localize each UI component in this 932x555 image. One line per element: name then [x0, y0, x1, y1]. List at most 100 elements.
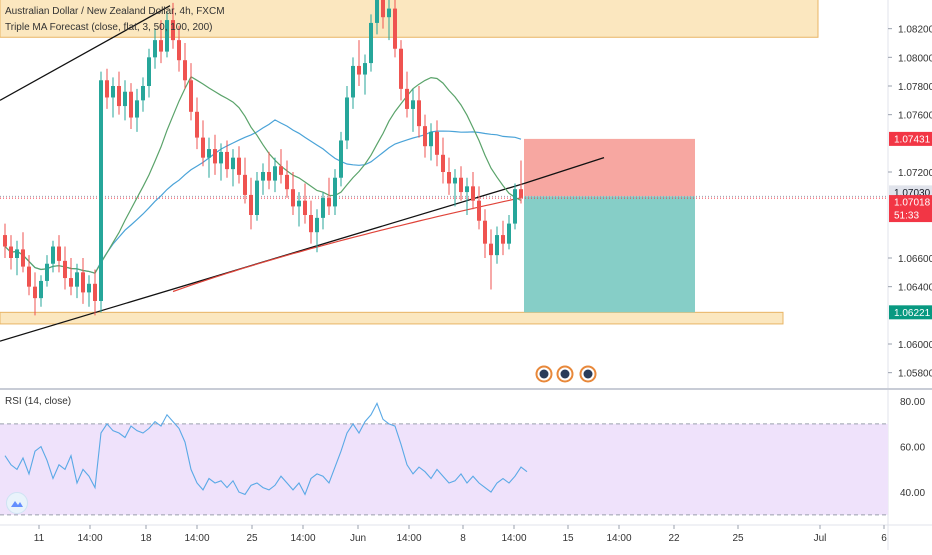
- rsi-axis[interactable]: 80.00 60.00 40.00: [900, 397, 925, 499]
- short-position-stop-box[interactable]: [524, 138, 695, 197]
- candle: [285, 160, 289, 198]
- price-tag-bg: [889, 305, 932, 320]
- resistance-zone[interactable]: [0, 0, 819, 38]
- candle-body: [411, 100, 415, 109]
- candle: [339, 131, 343, 187]
- price-tag-label: 1.07018: [894, 198, 931, 209]
- price-tag-bg: [889, 131, 932, 146]
- candle-body: [75, 272, 79, 287]
- candle: [33, 272, 37, 316]
- event-markers[interactable]: [535, 365, 597, 383]
- event-icon-flag: [539, 369, 549, 379]
- candle-body: [213, 149, 217, 164]
- candle-body: [15, 249, 19, 258]
- candle-body: [405, 88, 409, 109]
- candle-body: [315, 217, 319, 233]
- candle-body: [303, 200, 307, 215]
- candle: [435, 120, 439, 167]
- ma-50-line: [4, 75, 522, 274]
- candle: [507, 215, 511, 250]
- candle: [117, 71, 121, 115]
- candle-body: [309, 215, 313, 233]
- candle-body: [327, 197, 331, 207]
- candle: [459, 166, 463, 201]
- upper-trendline[interactable]: [0, 5, 171, 101]
- candle: [423, 114, 427, 158]
- time-tick-label: 8: [460, 533, 466, 544]
- price-tick-label: 1.08000: [898, 53, 932, 64]
- time-tick-label: 11: [34, 533, 45, 544]
- tradingview-logo-icon[interactable]: [6, 492, 28, 514]
- candle-body: [195, 111, 199, 138]
- candle-body: [501, 235, 505, 244]
- candle: [165, 11, 169, 58]
- candle: [369, 14, 373, 72]
- candle: [9, 235, 13, 270]
- candle: [189, 63, 193, 121]
- projection-trendline[interactable]: [523, 157, 605, 185]
- candle-body: [297, 200, 301, 207]
- time-axis[interactable]: 11 14:00 18 14:00 25 14:00 Jun 14:00 8 14:00 15 14:…: [34, 525, 887, 544]
- price-axis[interactable]: 1.08200 1.08000 1.07800 1.07600 1.07200 1.066…: [888, 25, 932, 380]
- candle: [93, 269, 97, 316]
- candle: [273, 157, 277, 193]
- candle-body: [111, 86, 115, 98]
- time-tick-label: Jun: [350, 533, 366, 544]
- short-position-target-box[interactable]: [524, 196, 695, 313]
- candle: [303, 183, 307, 224]
- rsi-pane[interactable]: [0, 402, 888, 516]
- candle: [153, 28, 157, 69]
- price-tag-label: 51:33: [894, 211, 919, 222]
- candle-body: [267, 172, 271, 181]
- candle: [375, 0, 379, 35]
- candle-body: [201, 137, 205, 158]
- time-tick-label: 18: [140, 533, 152, 544]
- candle: [213, 134, 217, 175]
- candle: [243, 157, 247, 204]
- event-icon-flag: [560, 369, 570, 379]
- candle: [333, 169, 337, 215]
- candle-body: [21, 249, 25, 267]
- symbol-title[interactable]: Australian Dollar / New Zealand Dollar, …: [5, 6, 225, 17]
- candle-body: [207, 149, 211, 158]
- price-tick-label: 1.06400: [898, 283, 932, 294]
- candle-body: [393, 8, 397, 49]
- candle-body: [339, 140, 343, 178]
- candle: [327, 177, 331, 215]
- candle: [399, 40, 403, 101]
- candle-body: [255, 180, 259, 215]
- candle: [195, 97, 199, 150]
- candle: [363, 54, 367, 95]
- candle-body: [321, 197, 325, 218]
- candle-body: [519, 189, 523, 198]
- time-tick-label: 22: [668, 533, 680, 544]
- candle: [129, 83, 133, 129]
- candle-body: [183, 60, 187, 81]
- candle-body: [375, 0, 379, 23]
- candle: [63, 246, 67, 290]
- candle: [219, 143, 223, 181]
- price-tag: 51:33: [889, 208, 932, 223]
- candle: [171, 2, 175, 49]
- candle: [441, 137, 445, 184]
- candle: [471, 172, 475, 210]
- candle-body: [471, 186, 475, 201]
- candle-body: [153, 40, 157, 58]
- price-pane[interactable]: [0, 0, 888, 342]
- candle: [393, 0, 397, 58]
- candle-body: [399, 48, 403, 89]
- time-tick-label: 14:00: [396, 533, 421, 544]
- price-tick-label: 1.07600: [898, 111, 932, 122]
- candle-body: [345, 97, 349, 141]
- price-tick-label: 1.08200: [898, 25, 932, 36]
- time-tick-label: 14:00: [290, 533, 315, 544]
- rsi-label[interactable]: RSI (14, close): [5, 396, 72, 407]
- indicator-label[interactable]: Triple MA Forecast (close, flat, 3, 50, …: [5, 22, 213, 33]
- candle: [21, 232, 25, 273]
- candle-body: [381, 0, 385, 18]
- candle: [99, 71, 103, 313]
- candle: [249, 177, 253, 230]
- support-zone[interactable]: [0, 311, 784, 325]
